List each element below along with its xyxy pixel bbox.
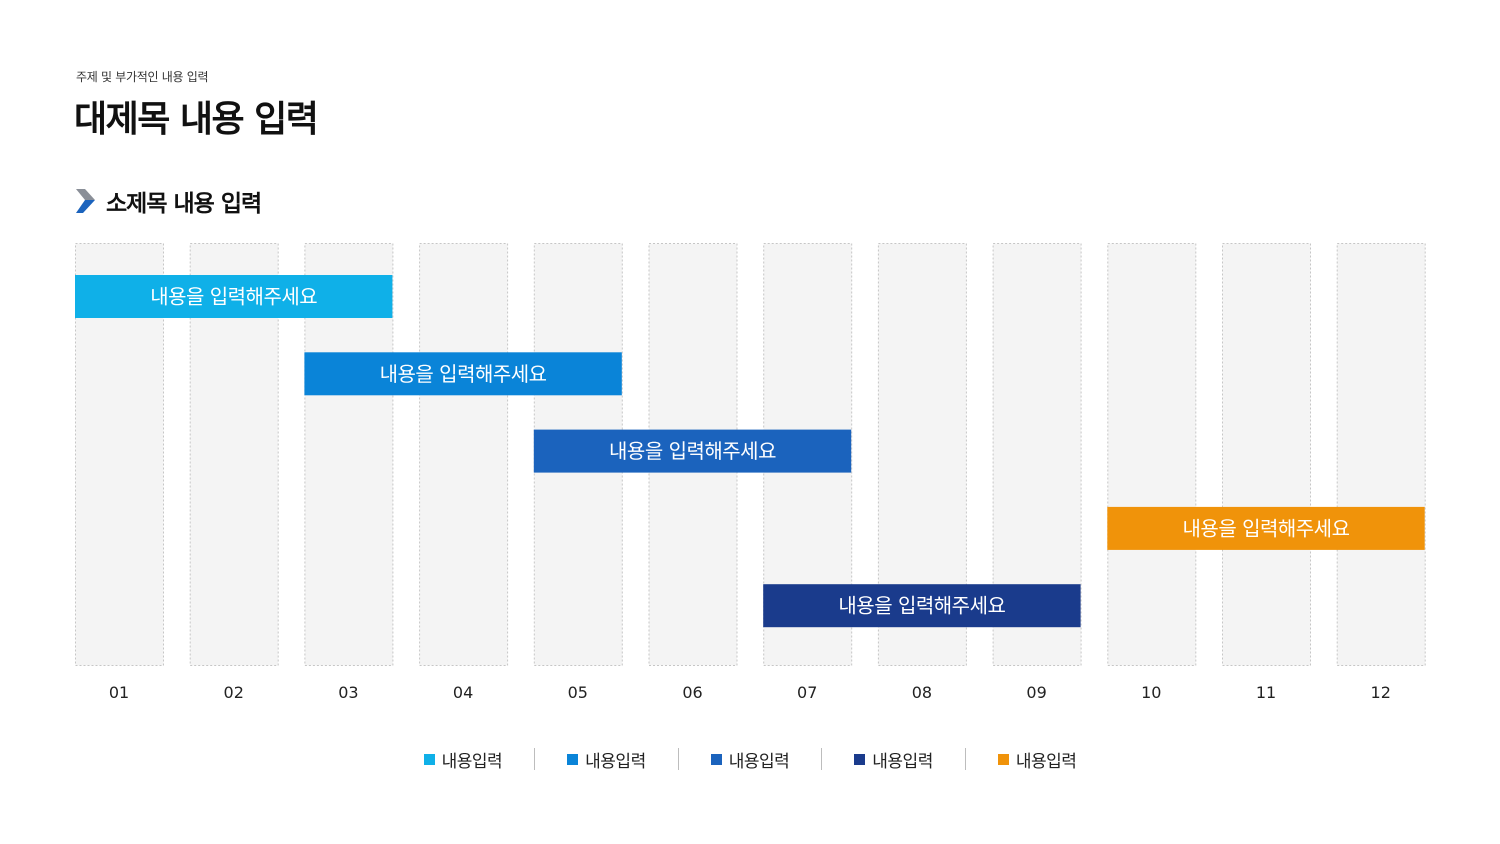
task-bar [763, 584, 1081, 628]
task-label: 내용을 입력해주세요 [380, 362, 547, 386]
legend: 내용입력 내용입력 내용입력 내용입력 내용입력 [0, 744, 1500, 774]
legend-item: 내용입력 [567, 747, 646, 772]
task-bar [304, 352, 622, 396]
legend-item: 내용입력 [997, 747, 1077, 772]
legend-label: 내용입력 [441, 751, 503, 772]
legend-swatch [423, 753, 435, 765]
chevron-right-icon [76, 189, 95, 213]
month-label: 12 [1371, 683, 1391, 702]
month-label: 05 [568, 683, 588, 702]
legend-swatch [997, 753, 1009, 765]
month-label: 08 [912, 683, 932, 702]
month-label: 02 [224, 683, 244, 702]
task-bar [75, 275, 393, 318]
legend-swatch [854, 753, 866, 765]
page-title: 대제목 내용 입력 [74, 99, 319, 140]
legend-label: 내용입력 [872, 751, 933, 772]
month-column [1107, 243, 1197, 666]
task-label: 내용을 입력해주세요 [838, 594, 1005, 618]
section-header: 소제목 내용 입력 [76, 184, 262, 218]
task-label: 내용을 입력해주세요 [150, 285, 317, 309]
month-column [1336, 243, 1426, 666]
month-label: 01 [109, 683, 129, 702]
legend-item: 내용입력 [710, 747, 790, 772]
task-bar [1107, 506, 1425, 550]
task-label: 내용을 입력해주세요 [609, 439, 776, 463]
legend-separator [534, 748, 536, 770]
legend-item: 내용입력 [423, 747, 503, 772]
legend-label: 내용입력 [585, 751, 646, 772]
month-label: 10 [1141, 683, 1161, 702]
legend-separator [821, 748, 823, 770]
legend-swatch [567, 753, 579, 765]
legend-label: 내용입력 [1015, 751, 1077, 772]
legend-separator [677, 748, 679, 770]
month-label: 11 [1256, 683, 1276, 702]
legend-separator [964, 748, 966, 770]
legend-item: 내용입력 [854, 747, 933, 772]
section-title: 소제목 내용 입력 [106, 191, 262, 217]
month-label: 09 [1026, 683, 1046, 702]
month-label: 06 [682, 683, 702, 702]
month-label: 07 [797, 683, 817, 702]
legend-swatch [710, 753, 722, 765]
month-label: 03 [338, 683, 358, 702]
month-label: 04 [453, 683, 473, 702]
month-column [1222, 243, 1311, 666]
subtitle: 주제 및 부가적인 내용 입력 [76, 70, 209, 84]
task-label: 내용을 입력해주세요 [1183, 516, 1350, 540]
legend-label: 내용입력 [728, 751, 790, 772]
task-bar [533, 429, 852, 473]
month-column [419, 243, 509, 666]
